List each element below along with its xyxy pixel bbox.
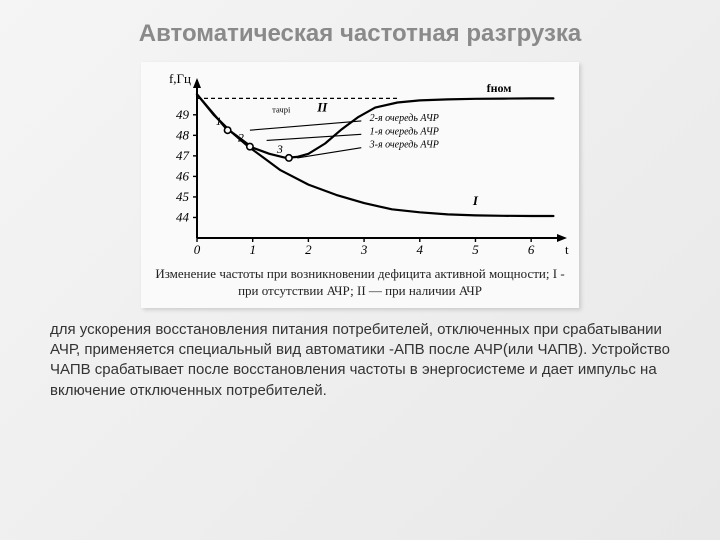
svg-text:2: 2 xyxy=(305,242,312,257)
chart-plot-area: 444546474849f,Гц0123456t,с123fном2-я оче… xyxy=(151,70,569,260)
svg-text:46: 46 xyxy=(176,168,190,183)
svg-text:t,с: t,с xyxy=(565,242,569,257)
svg-text:I: I xyxy=(472,193,479,208)
chart-container: 444546474849f,Гц0123456t,с123fном2-я оче… xyxy=(141,62,579,308)
svg-text:тачрі: тачрі xyxy=(272,105,291,115)
svg-text:2-я очередь АЧР: 2-я очередь АЧР xyxy=(370,113,439,124)
body-paragraph: для ускорения восстановления питания пот… xyxy=(50,320,670,401)
chart-caption: Изменение частоты при возникновении дефи… xyxy=(151,266,569,300)
svg-text:fном: fном xyxy=(487,81,512,95)
svg-text:3: 3 xyxy=(360,242,368,257)
slide-title: Автоматическая частотная разгрузка xyxy=(40,20,680,48)
svg-text:3: 3 xyxy=(276,142,283,156)
chart-svg: 444546474849f,Гц0123456t,с123fном2-я оче… xyxy=(151,70,569,260)
svg-text:5: 5 xyxy=(472,242,479,257)
svg-text:47: 47 xyxy=(176,148,190,163)
svg-text:1: 1 xyxy=(249,242,256,257)
svg-text:45: 45 xyxy=(176,189,190,204)
slide: Автоматическая частотная разгрузка 44454… xyxy=(0,0,720,540)
svg-text:49: 49 xyxy=(176,107,190,122)
svg-text:1: 1 xyxy=(216,114,222,128)
svg-text:f,Гц: f,Гц xyxy=(169,71,191,86)
svg-text:1-я очередь АЧР: 1-я очередь АЧР xyxy=(370,126,439,137)
svg-text:0: 0 xyxy=(194,242,201,257)
svg-text:3-я очередь АЧР: 3-я очередь АЧР xyxy=(369,140,439,151)
svg-text:6: 6 xyxy=(528,242,535,257)
svg-text:II: II xyxy=(316,100,328,115)
svg-text:2: 2 xyxy=(238,131,244,145)
svg-text:4: 4 xyxy=(417,242,424,257)
svg-text:44: 44 xyxy=(176,209,190,224)
svg-text:48: 48 xyxy=(176,127,190,142)
